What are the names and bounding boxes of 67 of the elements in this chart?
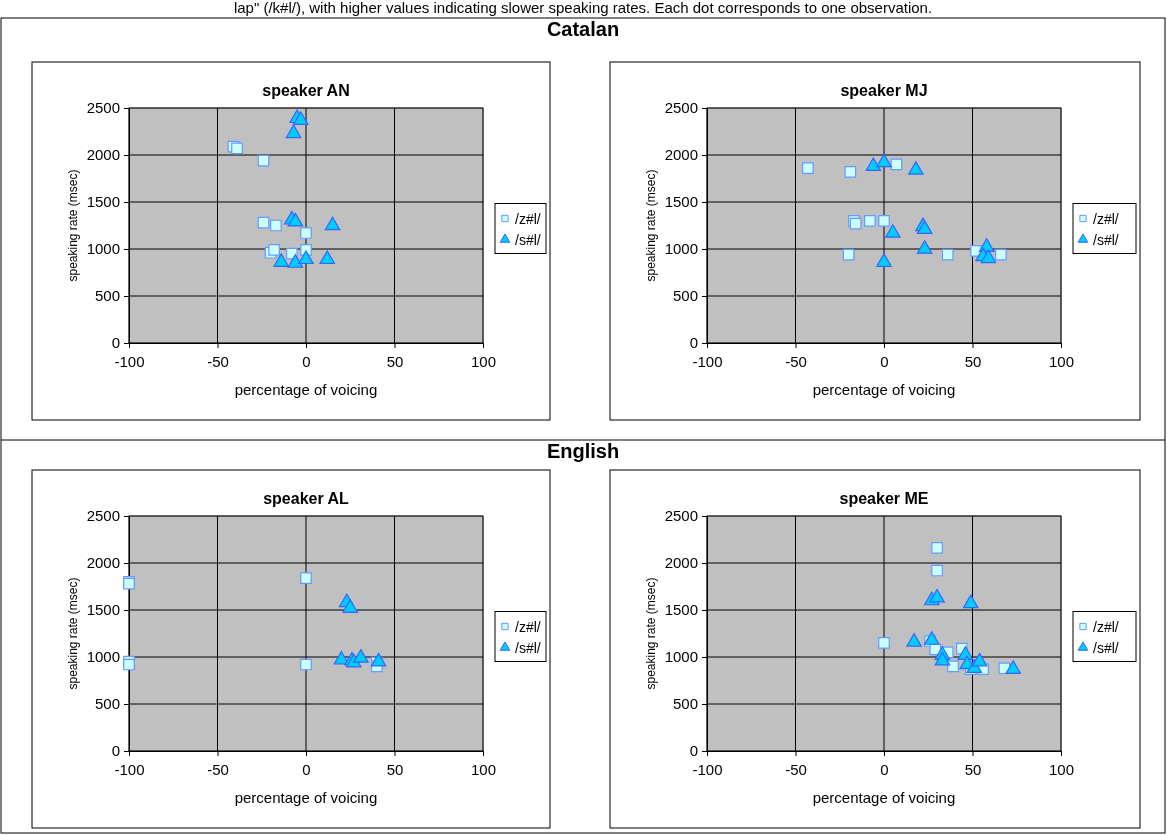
y-axis-title: speaking rate (msec) — [66, 169, 80, 282]
x-tick-label: 100 — [1048, 760, 1075, 778]
text: lap" (/k#l/), with higher values indicating slower speaking rates. Each dot corresponds to one observation. — [233, 0, 933, 16]
x-axis-title: percentage of voicing — [234, 381, 378, 398]
x-tick-label: -100 — [692, 352, 723, 370]
y-axis-title: speaking rate (msec) — [66, 577, 80, 690]
text: Catalan — [546, 18, 620, 40]
chart-title: speaker MJ — [840, 82, 928, 99]
y-tick-label: 2000 — [664, 554, 698, 572]
y-tick-label: 2500 — [86, 99, 120, 117]
y-tick-label: 2000 — [86, 554, 120, 572]
x-tick-label: 100 — [1048, 352, 1075, 370]
legend-label: /s#l/ — [1093, 639, 1119, 656]
chart-title: speaker AL — [263, 490, 350, 507]
x-tick-label: -100 — [692, 760, 723, 778]
x-tick-label: 50 — [964, 760, 982, 778]
y-tick-label: 2500 — [664, 507, 698, 525]
y-tick-label: 500 — [672, 695, 698, 713]
legend-label: /s#l/ — [515, 639, 541, 656]
y-tick-label: 500 — [672, 287, 698, 305]
y-tick-label: 2000 — [664, 146, 698, 164]
y-axis-title: speaking rate (msec) — [644, 577, 658, 690]
legend-label: /z#l/ — [1093, 618, 1119, 635]
x-tick-label: -50 — [207, 760, 229, 778]
y-tick-label: 1000 — [86, 240, 120, 258]
y-tick-label: 0 — [689, 742, 698, 760]
x-tick-label: 100 — [470, 352, 497, 370]
y-tick-label: 1000 — [664, 240, 698, 258]
y-tick-label: 1500 — [664, 601, 698, 619]
y-tick-label: 1000 — [664, 648, 698, 666]
x-tick-label: -100 — [114, 760, 145, 778]
y-tick-label: 2500 — [664, 99, 698, 117]
y-tick-label: 1500 — [86, 193, 120, 211]
x-tick-label: -100 — [114, 352, 145, 370]
x-tick-label: 50 — [964, 352, 982, 370]
y-tick-label: 2500 — [86, 507, 120, 525]
x-axis-title: percentage of voicing — [234, 789, 378, 806]
y-tick-label: 2000 — [86, 146, 120, 164]
x-tick-label: -50 — [785, 760, 807, 778]
chart-title: speaker AN — [262, 82, 350, 99]
legend-label: /z#l/ — [515, 618, 541, 635]
y-tick-label: 1500 — [86, 601, 120, 619]
y-tick-label: 1500 — [664, 193, 698, 211]
x-tick-label: -50 — [785, 352, 807, 370]
legend-label: /z#l/ — [515, 210, 541, 227]
y-tick-label: 0 — [111, 334, 120, 352]
x-tick-label: 50 — [386, 352, 404, 370]
x-tick-label: 50 — [386, 760, 404, 778]
y-tick-label: 0 — [111, 742, 120, 760]
x-tick-label: 0 — [880, 760, 889, 778]
x-axis-title: percentage of voicing — [812, 381, 956, 398]
x-tick-label: 100 — [470, 760, 497, 778]
y-tick-label: 500 — [94, 695, 120, 713]
x-axis-title: percentage of voicing — [812, 789, 956, 806]
legend-label: /z#l/ — [1093, 210, 1119, 227]
chart-title: speaker ME — [839, 490, 929, 507]
x-tick-label: 0 — [302, 760, 311, 778]
x-tick-label: 0 — [880, 352, 889, 370]
text: English — [546, 440, 620, 462]
y-tick-label: 0 — [689, 334, 698, 352]
x-tick-label: 0 — [302, 352, 311, 370]
y-axis-title: speaking rate (msec) — [644, 169, 658, 282]
x-tick-label: -50 — [207, 352, 229, 370]
legend-label: /s#l/ — [1093, 231, 1119, 248]
y-tick-label: 1000 — [86, 648, 120, 666]
y-tick-label: 500 — [94, 287, 120, 305]
legend-label: /s#l/ — [515, 231, 541, 248]
